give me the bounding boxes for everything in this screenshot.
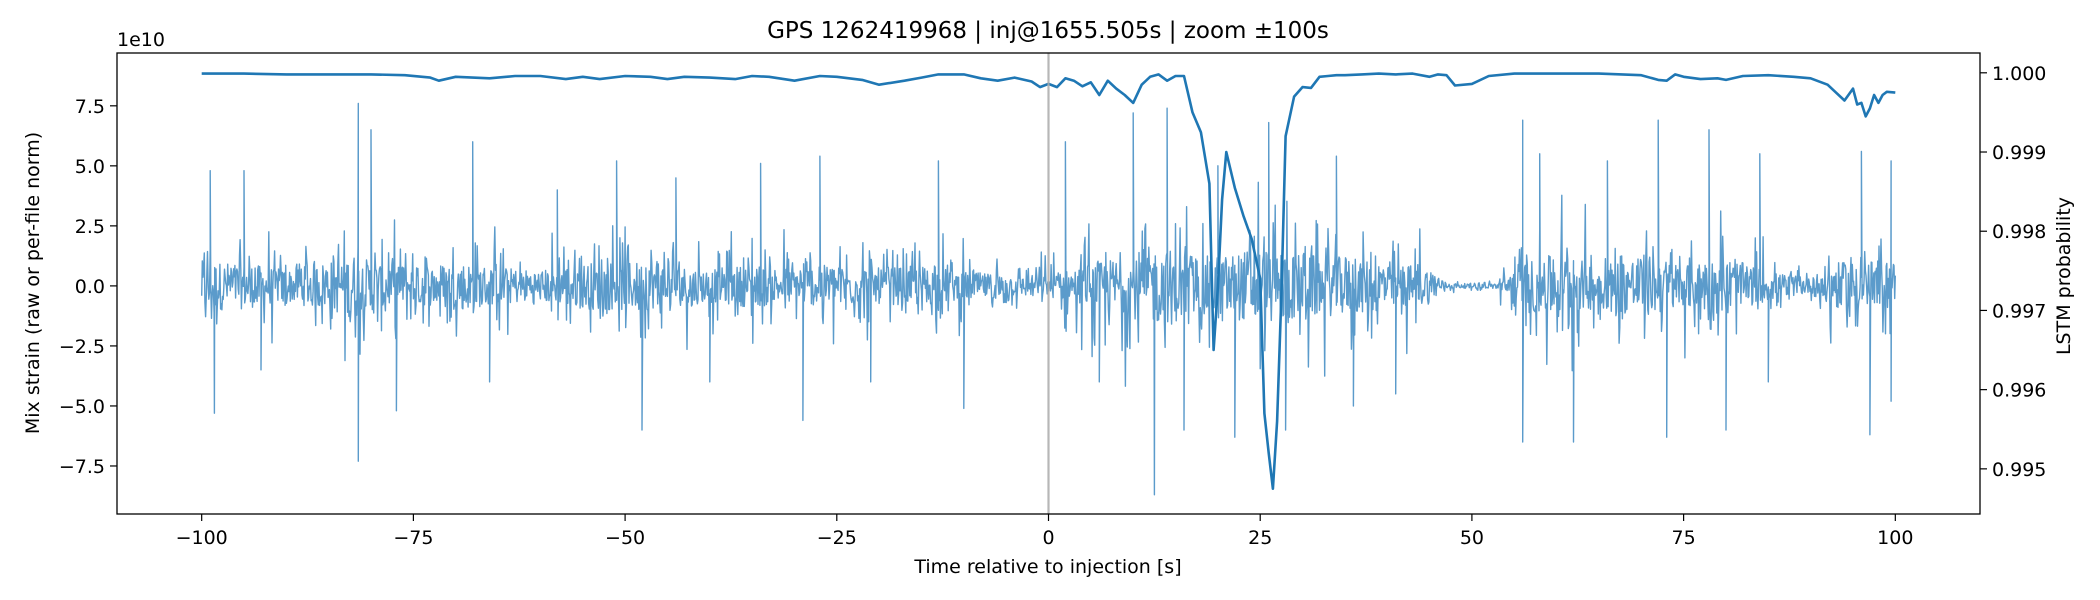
left-tick-label: −2.5 <box>59 336 105 358</box>
x-tick-label: 75 <box>1672 527 1696 549</box>
x-tick-label: 50 <box>1460 527 1484 549</box>
x-tick-label: 25 <box>1248 527 1272 549</box>
x-tick-label: −100 <box>176 527 228 549</box>
x-tick-label: −50 <box>605 527 645 549</box>
right-y-axis-label: LSTM probability <box>2053 197 2075 355</box>
strain-line <box>201 102 1896 496</box>
x-tick-label: −75 <box>393 527 433 549</box>
right-y-axis: 0.995 0.996 0.997 0.998 0.999 1.000 <box>1980 63 2046 481</box>
left-y-axis: −7.5 −5.0 −2.5 0.0 2.5 5.0 7.5 <box>59 96 117 478</box>
left-tick-label: −7.5 <box>59 456 105 478</box>
left-tick-label: 5.0 <box>75 156 105 178</box>
x-axis-label: Time relative to injection [s] <box>913 556 1181 578</box>
right-tick-label: 0.998 <box>1992 221 2046 243</box>
probability-series <box>201 72 1896 490</box>
strain-series <box>201 102 1896 496</box>
x-tick-label: 0 <box>1042 527 1054 549</box>
x-tick-label: 100 <box>1877 527 1913 549</box>
left-y-axis-label: Mix strain (raw or per-file norm) <box>22 132 44 434</box>
left-tick-label: 7.5 <box>75 96 105 118</box>
right-tick-label: 0.995 <box>1992 459 2046 481</box>
left-tick-label: 0.0 <box>75 276 105 298</box>
chart-title: GPS 1262419968 | inj@1655.505s | zoom ±1… <box>767 18 1329 44</box>
right-tick-label: 0.999 <box>1992 142 2046 164</box>
x-tick-label: −25 <box>817 527 857 549</box>
right-tick-label: 0.997 <box>1992 300 2046 322</box>
right-tick-label: 1.000 <box>1992 63 2046 85</box>
probability-line <box>201 72 1896 490</box>
x-axis: −100 −75 −50 −25 0 25 50 75 100 <box>176 514 1913 549</box>
left-tick-label: −5.0 <box>59 396 105 418</box>
right-tick-label: 0.996 <box>1992 380 2046 402</box>
left-axis-offset-label: 1e10 <box>117 29 165 51</box>
left-tick-label: 2.5 <box>75 216 105 238</box>
